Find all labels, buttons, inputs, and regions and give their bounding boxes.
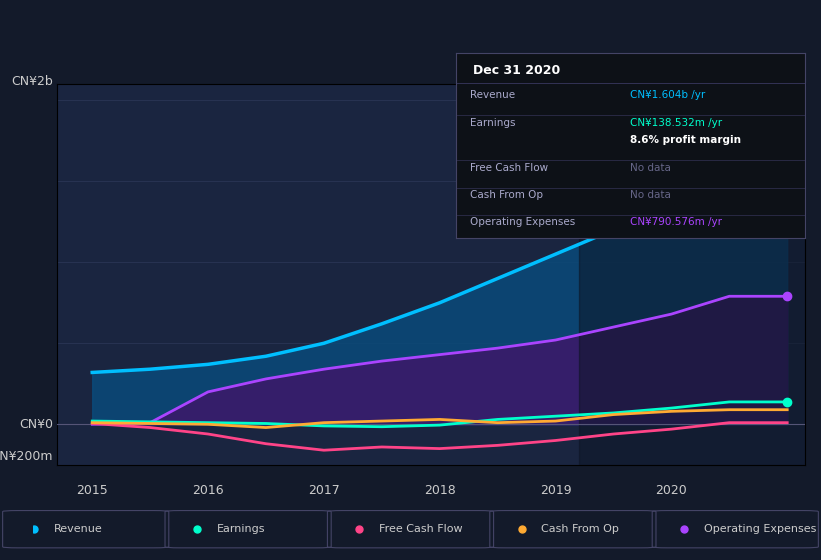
Text: CN¥138.532m /yr: CN¥138.532m /yr [631, 118, 722, 128]
Text: Earnings: Earnings [217, 524, 265, 534]
Text: -CN¥200m: -CN¥200m [0, 450, 53, 463]
Text: Dec 31 2020: Dec 31 2020 [473, 64, 561, 77]
Text: Earnings: Earnings [470, 118, 515, 128]
Text: CN¥2b: CN¥2b [11, 74, 53, 88]
Text: Revenue: Revenue [54, 524, 103, 534]
Text: No data: No data [631, 162, 671, 172]
Text: CN¥0: CN¥0 [20, 418, 53, 431]
Text: Cash From Op: Cash From Op [541, 524, 619, 534]
Text: 2019: 2019 [539, 484, 571, 497]
Text: 2018: 2018 [424, 484, 456, 497]
Text: 8.6% profit margin: 8.6% profit margin [631, 136, 741, 145]
Text: No data: No data [631, 190, 671, 200]
Text: Free Cash Flow: Free Cash Flow [470, 162, 548, 172]
Text: Revenue: Revenue [470, 90, 515, 100]
Text: CN¥790.576m /yr: CN¥790.576m /yr [631, 217, 722, 227]
Text: 2015: 2015 [76, 484, 108, 497]
Text: 2016: 2016 [192, 484, 224, 497]
Text: 2020: 2020 [655, 484, 687, 497]
Text: Cash From Op: Cash From Op [470, 190, 543, 200]
Text: Free Cash Flow: Free Cash Flow [378, 524, 462, 534]
Text: CN¥1.604b /yr: CN¥1.604b /yr [631, 90, 705, 100]
Text: Operating Expenses: Operating Expenses [470, 217, 575, 227]
Text: 2017: 2017 [308, 484, 340, 497]
Text: Operating Expenses: Operating Expenses [704, 524, 816, 534]
Bar [579, 84, 805, 465]
